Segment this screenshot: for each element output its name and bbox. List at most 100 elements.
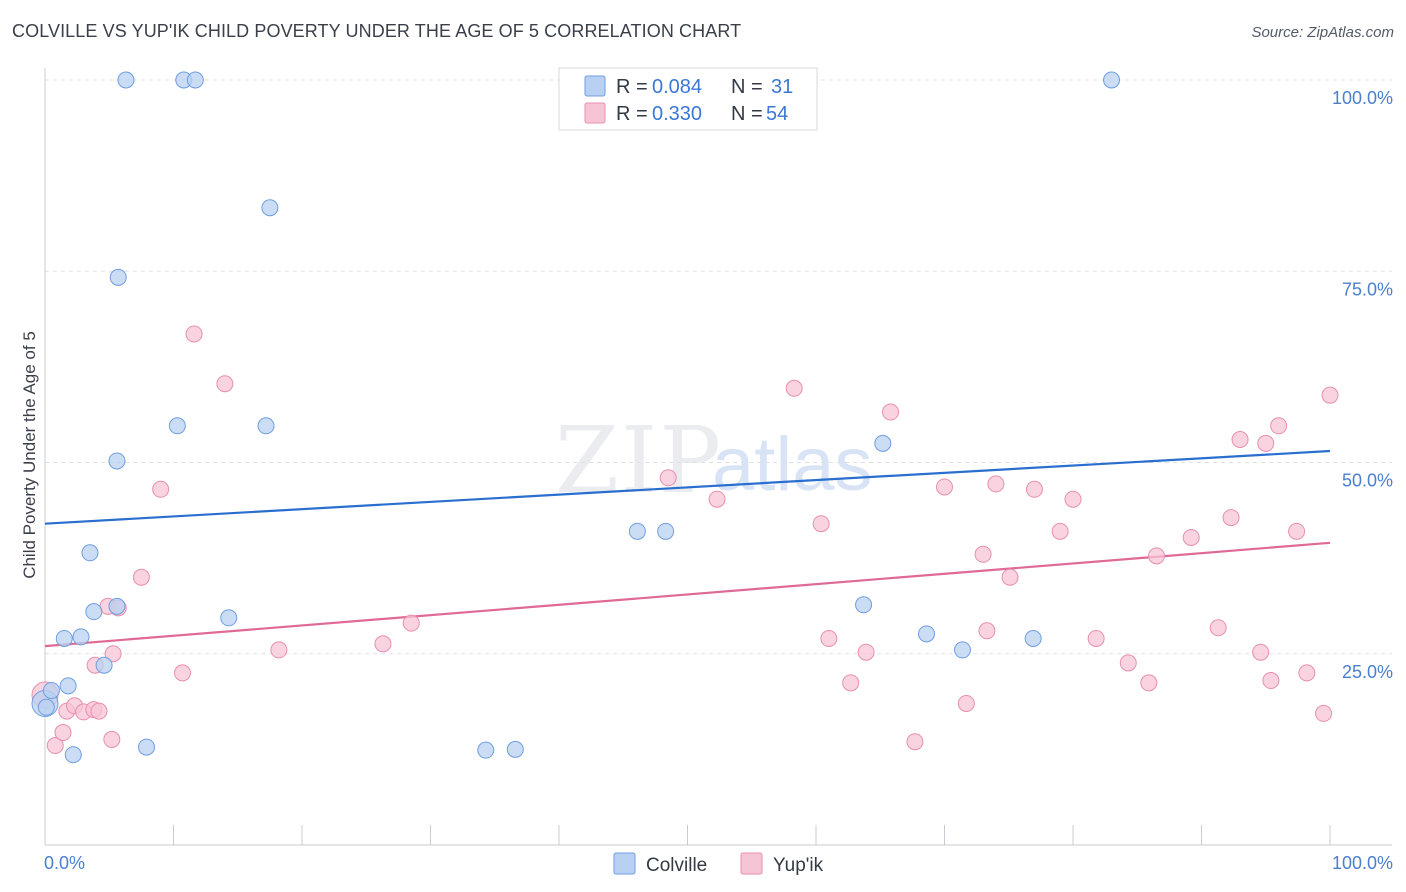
point-colville-29 bbox=[1103, 71, 1121, 89]
point-colville-4 bbox=[64, 746, 82, 764]
watermark-zip: ZIP bbox=[555, 407, 723, 514]
trend-line-yupik bbox=[44, 541, 1331, 648]
point-yupik-37 bbox=[1051, 522, 1069, 540]
point-yupik-31 bbox=[957, 694, 975, 712]
point-yupik-53 bbox=[1315, 704, 1333, 722]
y-tick-label-100: 100.0% bbox=[1332, 88, 1393, 108]
point-yupik-43 bbox=[1182, 528, 1200, 546]
point-colville-21 bbox=[506, 740, 524, 758]
point-yupik-17 bbox=[216, 375, 234, 393]
y-axis-title: Child Poverty Under the Age of 5 bbox=[20, 331, 39, 579]
tick-labels: 25.0% 50.0% 75.0% 100.0% 0.0% 100.0% bbox=[44, 88, 1393, 873]
legend-r-label-yupik: R = bbox=[616, 103, 648, 125]
point-yupik-15 bbox=[173, 664, 191, 682]
point-yupik-16 bbox=[185, 325, 203, 343]
point-yupik-25 bbox=[820, 629, 838, 647]
point-yupik-22 bbox=[708, 490, 726, 508]
point-yupik-34 bbox=[987, 475, 1005, 493]
bottom-legend-label-yupik: Yup'ik bbox=[773, 855, 824, 876]
legend-n-label-colville: N = bbox=[731, 76, 763, 98]
point-yupik-11 bbox=[104, 645, 122, 663]
point-yupik-23 bbox=[785, 379, 803, 397]
chart-title: COLVILLE VS YUP'IK CHILD POVERTY UNDER T… bbox=[12, 21, 742, 41]
point-yupik-1 bbox=[46, 737, 64, 755]
point-yupik-33 bbox=[978, 622, 996, 640]
point-colville-23 bbox=[657, 522, 675, 540]
point-yupik-20 bbox=[402, 614, 420, 632]
point-colville-12 bbox=[117, 71, 135, 89]
legend-r-label-colville: R = bbox=[616, 76, 648, 98]
point-colville-6 bbox=[81, 544, 99, 562]
point-yupik-52 bbox=[1298, 664, 1316, 682]
data-points bbox=[31, 71, 1339, 764]
point-colville-26 bbox=[918, 625, 936, 643]
point-yupik-19 bbox=[374, 635, 392, 653]
point-yupik-41 bbox=[1140, 674, 1158, 692]
point-colville-3 bbox=[59, 677, 77, 695]
point-colville-5 bbox=[72, 628, 90, 646]
point-yupik-44 bbox=[1209, 619, 1227, 637]
x-tick-label-start: 0.0% bbox=[44, 853, 85, 873]
point-colville-24 bbox=[855, 596, 873, 614]
trend-lines bbox=[44, 449, 1331, 648]
bottom-legend[interactable]: Colville Yup'ik bbox=[613, 852, 824, 876]
y-tick-label-50: 50.0% bbox=[1342, 471, 1393, 491]
y-tick-label-25: 25.0% bbox=[1342, 662, 1393, 682]
legend-swatch-yupik bbox=[584, 102, 606, 124]
watermark-atlas: atlas bbox=[712, 422, 873, 507]
point-colville-14 bbox=[168, 417, 186, 435]
point-colville-7 bbox=[85, 603, 103, 621]
point-colville-9 bbox=[108, 597, 126, 615]
point-yupik-21 bbox=[659, 469, 677, 487]
point-colville-27 bbox=[953, 641, 971, 659]
point-yupik-14 bbox=[152, 480, 170, 498]
source-label: Source: ZipAtlas.com bbox=[1251, 24, 1394, 41]
legend-swatch-colville bbox=[584, 75, 606, 97]
watermark: ZIP atlas bbox=[555, 407, 873, 514]
point-yupik-8 bbox=[90, 702, 108, 720]
bottom-legend-swatch-colville bbox=[613, 852, 636, 875]
legend-n-label-yupik: N = bbox=[731, 103, 763, 125]
point-colville-22 bbox=[628, 522, 646, 540]
point-yupik-45 bbox=[1222, 509, 1240, 527]
bottom-legend-swatch-yupik bbox=[740, 852, 763, 875]
point-colville-1 bbox=[42, 681, 60, 699]
point-yupik-2 bbox=[54, 724, 72, 742]
point-colville-13 bbox=[138, 738, 156, 756]
point-colville-19 bbox=[261, 199, 279, 217]
x-tick-label-end: 100.0% bbox=[1332, 853, 1393, 873]
point-yupik-13 bbox=[132, 568, 150, 586]
point-yupik-26 bbox=[842, 674, 860, 692]
point-yupik-18 bbox=[270, 641, 288, 659]
point-colville-30 bbox=[37, 698, 55, 716]
point-yupik-47 bbox=[1252, 643, 1270, 661]
point-yupik-32 bbox=[974, 545, 992, 563]
point-yupik-10 bbox=[103, 730, 121, 748]
point-colville-10 bbox=[108, 452, 126, 470]
point-yupik-35 bbox=[1001, 568, 1019, 586]
legend-r-value-yupik: 0.330 bbox=[652, 103, 702, 125]
legend-r-value-colville: 0.084 bbox=[652, 76, 702, 98]
point-yupik-46 bbox=[1231, 431, 1249, 449]
trend-line-colville bbox=[44, 449, 1331, 525]
point-colville-28 bbox=[1024, 629, 1042, 647]
point-colville-2 bbox=[55, 629, 73, 647]
point-yupik-38 bbox=[1064, 490, 1082, 508]
point-yupik-42 bbox=[1148, 547, 1166, 565]
point-yupik-28 bbox=[882, 403, 900, 421]
gridlines bbox=[45, 79, 1392, 655]
point-yupik-50 bbox=[1270, 417, 1288, 435]
point-colville-18 bbox=[257, 417, 275, 435]
point-yupik-49 bbox=[1262, 672, 1280, 690]
legend[interactable]: R = 0.084 N = 31 R = 0.330 N = 54 bbox=[558, 67, 818, 131]
point-yupik-51 bbox=[1288, 522, 1306, 540]
point-yupik-30 bbox=[936, 478, 953, 496]
point-colville-16 bbox=[186, 71, 204, 89]
y-tick-label-75: 75.0% bbox=[1342, 279, 1393, 299]
point-yupik-36 bbox=[1025, 480, 1043, 498]
point-yupik-29 bbox=[906, 733, 924, 751]
point-colville-25 bbox=[874, 434, 892, 452]
legend-n-value-yupik: 54 bbox=[766, 103, 788, 125]
point-yupik-54 bbox=[1321, 386, 1339, 404]
